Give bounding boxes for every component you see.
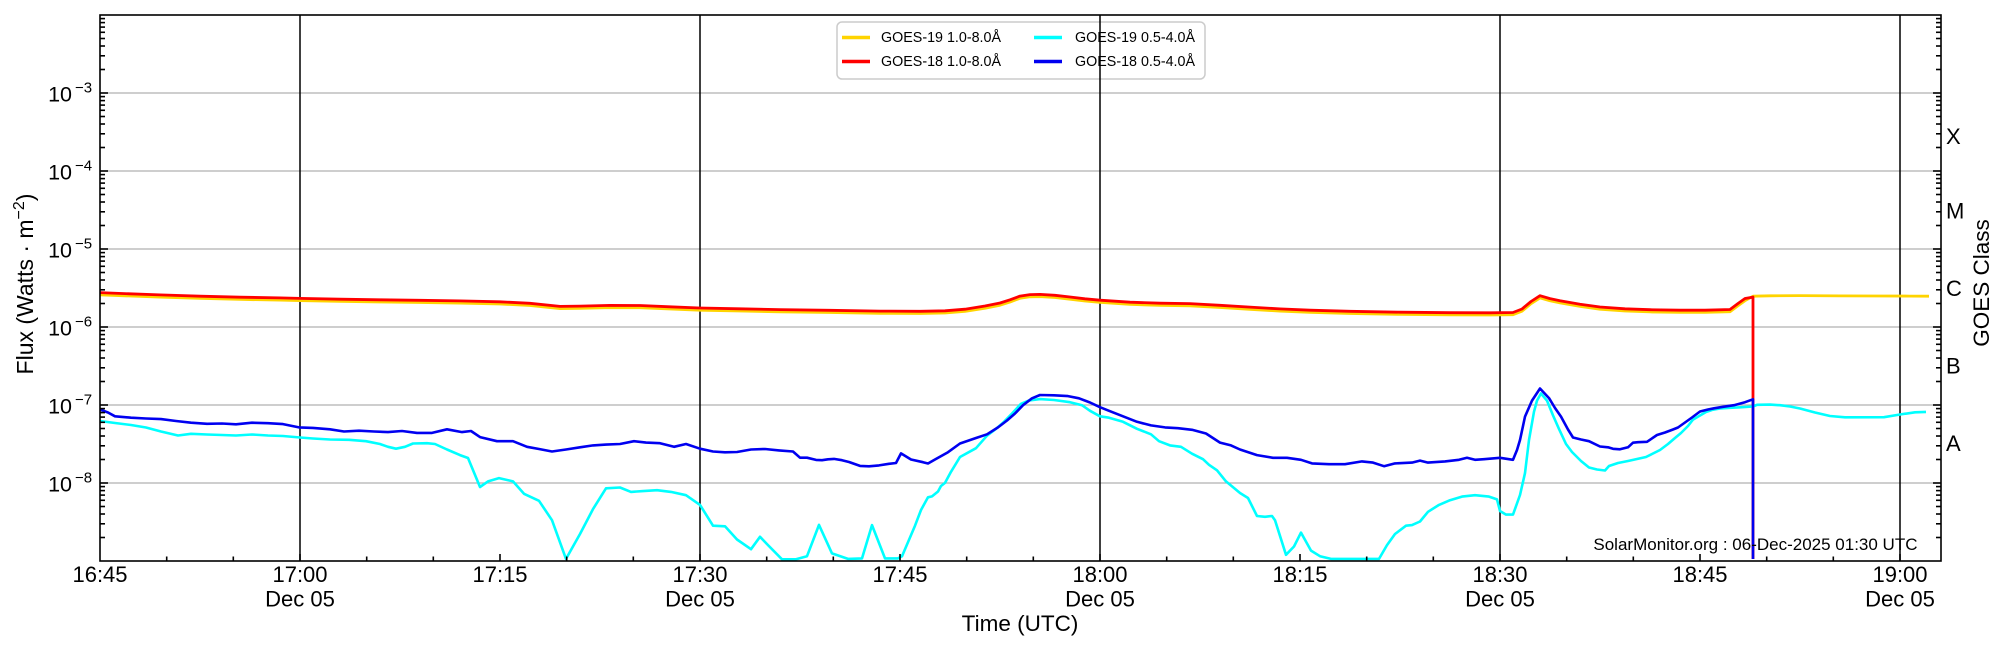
svg-text:C: C (1946, 276, 1962, 301)
svg-text:19:00: 19:00 (1872, 562, 1927, 587)
svg-text:−3: −3 (75, 80, 92, 97)
svg-text:Dec 05: Dec 05 (1465, 587, 1535, 612)
svg-text:10: 10 (48, 82, 72, 106)
svg-text:18:30: 18:30 (1472, 562, 1527, 587)
svg-text:GOES-19 1.0-8.0Å: GOES-19 1.0-8.0Å (881, 29, 1001, 46)
svg-text:GOES-18 0.5-4.0Å: GOES-18 0.5-4.0Å (1075, 53, 1195, 70)
svg-text:A: A (1946, 431, 1961, 456)
svg-text:Time (UTC): Time (UTC) (962, 611, 1079, 636)
svg-text:SolarMonitor.org : 06-Dec-2025: SolarMonitor.org : 06-Dec-2025 01:30 UTC (1593, 535, 1917, 554)
svg-text:10: 10 (48, 316, 72, 340)
svg-text:10: 10 (48, 394, 72, 418)
svg-text:−6: −6 (75, 314, 92, 331)
svg-text:Dec 05: Dec 05 (665, 587, 735, 612)
svg-text:10: 10 (48, 238, 72, 262)
svg-text:GOES-19 0.5-4.0Å: GOES-19 0.5-4.0Å (1075, 29, 1195, 46)
svg-text:17:15: 17:15 (472, 562, 527, 587)
svg-text:10: 10 (48, 160, 72, 184)
svg-text:B: B (1946, 354, 1961, 379)
svg-text:16:45: 16:45 (72, 562, 127, 587)
svg-text:Flux (Watts · m−2): Flux (Watts · m−2) (11, 194, 38, 375)
svg-text:18:45: 18:45 (1672, 562, 1727, 587)
svg-text:GOES-18 1.0-8.0Å: GOES-18 1.0-8.0Å (881, 53, 1001, 70)
svg-text:17:00: 17:00 (272, 562, 327, 587)
svg-text:17:45: 17:45 (872, 562, 927, 587)
svg-text:18:00: 18:00 (1072, 562, 1127, 587)
svg-text:18:15: 18:15 (1272, 562, 1327, 587)
svg-text:M: M (1946, 199, 1964, 224)
svg-text:Dec 05: Dec 05 (1065, 587, 1135, 612)
svg-text:X: X (1946, 124, 1961, 149)
svg-text:−7: −7 (75, 392, 92, 409)
svg-text:−8: −8 (75, 470, 92, 487)
svg-text:−5: −5 (75, 236, 92, 253)
svg-text:GOES Class: GOES Class (1969, 219, 1994, 347)
svg-text:17:30: 17:30 (672, 562, 727, 587)
svg-text:10: 10 (48, 472, 72, 496)
svg-text:Dec 05: Dec 05 (1865, 587, 1935, 612)
svg-text:−4: −4 (75, 158, 92, 175)
svg-text:Dec 05: Dec 05 (265, 587, 335, 612)
